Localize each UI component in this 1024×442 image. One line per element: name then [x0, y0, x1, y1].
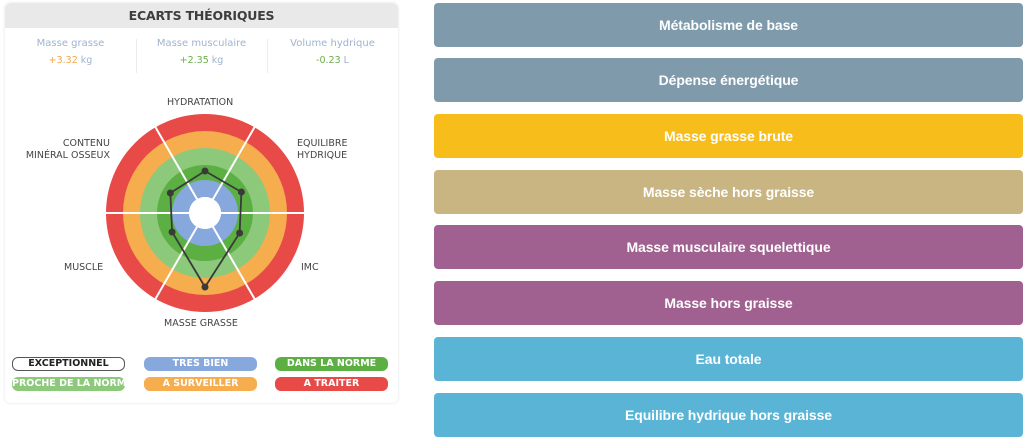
- axis-label-hydratation: HYDRATATION: [167, 97, 234, 108]
- masse-musculaire-squelettique-button[interactable]: Masse musculaire squelettique: [434, 225, 1023, 269]
- axis-label-imc: IMC: [301, 262, 319, 273]
- legend-a-surveiller: A SURVEILLER: [144, 377, 257, 391]
- stat-number: -0.23: [316, 55, 341, 66]
- stat-label: Masse grasse: [36, 38, 105, 49]
- stat-volume-hydrique: Volume hydrique -0.23 L: [267, 35, 398, 75]
- data-point: [168, 228, 176, 236]
- stat-unit: kg: [80, 55, 93, 66]
- axis-label-contenu-mineral: CONTENU MINÉRAL OSSEUX: [18, 138, 110, 162]
- eau-totale-button[interactable]: Eau totale: [434, 337, 1023, 381]
- stat-value: -0.23 L: [267, 55, 398, 66]
- axis-label-muscle: MUSCLE: [64, 262, 104, 273]
- stat-label: Masse musculaire: [156, 38, 247, 49]
- legend-proche-de-la-norme: PROCHE DE LA NORME: [12, 377, 125, 391]
- equilibre-hydrique-hors-graisse-button[interactable]: Equilibre hydrique hors graisse: [434, 393, 1023, 437]
- masse-hors-graisse-button[interactable]: Masse hors graisse: [434, 281, 1023, 325]
- axis-label-masse-grasse: MASSE GRASSE: [164, 318, 238, 329]
- ecarts-theoriques-card: ECARTS THÉORIQUES Masse grasse +3.32 kg …: [5, 3, 398, 403]
- legend-tres-bien: TRES BIEN: [144, 357, 257, 371]
- card-title: ECARTS THÉORIQUES: [5, 3, 398, 28]
- masse-seche-hors-graisse-button[interactable]: Masse sèche hors graisse: [434, 170, 1023, 214]
- stat-unit: L: [343, 55, 349, 66]
- stat-number: +3.32: [48, 55, 78, 66]
- data-point: [236, 229, 244, 237]
- data-point: [201, 283, 209, 291]
- data-point: [237, 188, 245, 196]
- axis-label-line: EQUILIBRE: [297, 138, 348, 149]
- metabolisme-de-base-button[interactable]: Métabolisme de base: [434, 3, 1023, 47]
- data-point: [201, 167, 209, 175]
- stat-unit: kg: [211, 55, 224, 66]
- stat-value: +3.32 kg: [5, 55, 136, 66]
- stat-masse-musculaire: Masse musculaire +2.35 kg: [136, 35, 267, 75]
- axis-label-line: CONTENU: [62, 138, 110, 149]
- axis-label-equilibre-hydrique: EQUILIBRE HYDRIQUE: [297, 138, 347, 162]
- legend-dans-la-norme: DANS LA NORME: [275, 357, 388, 371]
- axis-label-line: HYDRIQUE: [297, 150, 348, 161]
- stat-masse-grasse: Masse grasse +3.32 kg: [5, 35, 136, 75]
- radar-chart: [104, 114, 306, 312]
- legend-a-traiter: A TRAITER: [275, 377, 388, 391]
- masse-grasse-brute-button[interactable]: Masse grasse brute: [434, 114, 1023, 158]
- legend-exceptionnel: EXCEPTIONNEL: [12, 357, 125, 371]
- depense-energetique-button[interactable]: Dépense énergétique: [434, 58, 1023, 102]
- stat-label: Volume hydrique: [290, 38, 375, 49]
- data-point: [166, 189, 174, 197]
- axis-label-line: MINÉRAL OSSEUX: [25, 150, 110, 161]
- center-circle: [189, 197, 221, 229]
- stat-value: +2.35 kg: [136, 55, 267, 66]
- stats-row: Masse grasse +3.32 kg Masse musculaire +…: [5, 35, 398, 75]
- stat-number: +2.35: [179, 55, 209, 66]
